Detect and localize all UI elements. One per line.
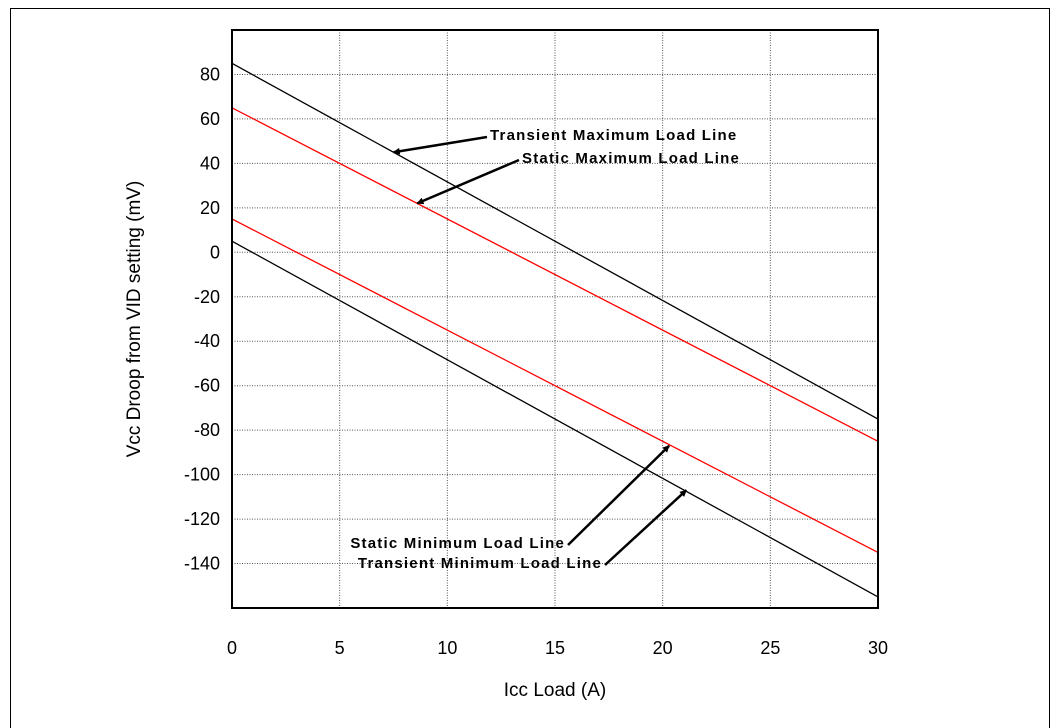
y-tick-label: 40: [200, 153, 220, 173]
annotations: Transient Maximum Load Line Static Maximu…: [350, 127, 740, 572]
y-tick-label: 0: [210, 242, 220, 262]
x-tick-label: 5: [335, 638, 345, 658]
series-line: [231, 62, 879, 420]
y-tick-label: 60: [200, 109, 220, 129]
x-tick-label: 10: [437, 638, 457, 658]
y-tick-label: -40: [194, 331, 220, 351]
annotation-arrow: [604, 489, 688, 566]
x-axis-ticks: 0 5 10 15 20 25 30: [227, 638, 888, 658]
y-axis-label: Vcc Droop from VID setting (mV): [124, 181, 145, 458]
annotation-label: Static Minimum Load Line: [350, 535, 565, 552]
x-axis-label: Icc Load (A): [504, 680, 606, 701]
series-line: [231, 107, 879, 442]
x-tick-label: 25: [760, 638, 780, 658]
y-tick-label: 80: [200, 64, 220, 84]
y-tick-label: -120: [184, 509, 220, 529]
annotation-label: Static Maximum Load Line: [522, 150, 740, 167]
plot-area-border: [231, 29, 879, 609]
annotation-arrow: [416, 158, 520, 205]
annotation-label: Transient Maximum Load Line: [490, 127, 737, 144]
x-tick-label: 15: [545, 638, 565, 658]
x-tick-label: 0: [227, 638, 237, 658]
series-group: [231, 62, 879, 598]
series-line: [231, 218, 879, 554]
y-tick-label: -20: [194, 287, 220, 307]
y-axis-ticks: 80 60 40 20 0 -20 -40 -60 -80 -100 -120 -140: [184, 64, 220, 573]
annotation-arrow: [392, 135, 488, 155]
grid: [232, 30, 878, 608]
x-tick-label: 30: [868, 638, 888, 658]
y-tick-label: -100: [184, 465, 220, 485]
figure-frame: [10, 8, 1050, 728]
annotation-label: Transient Minimum Load Line: [358, 555, 602, 572]
annotation-arrow: [567, 444, 671, 546]
y-tick-label: -140: [184, 554, 220, 574]
y-tick-label: -80: [194, 420, 220, 440]
y-tick-label: -60: [194, 376, 220, 396]
load-line-chart: 0 5 10 15 20 25 30 80 60 40 20 0 -20 -40 -60 -80 -100 -1…: [124, 29, 888, 701]
y-tick-label: 20: [200, 198, 220, 218]
x-tick-label: 20: [653, 638, 673, 658]
series-line: [231, 240, 879, 598]
